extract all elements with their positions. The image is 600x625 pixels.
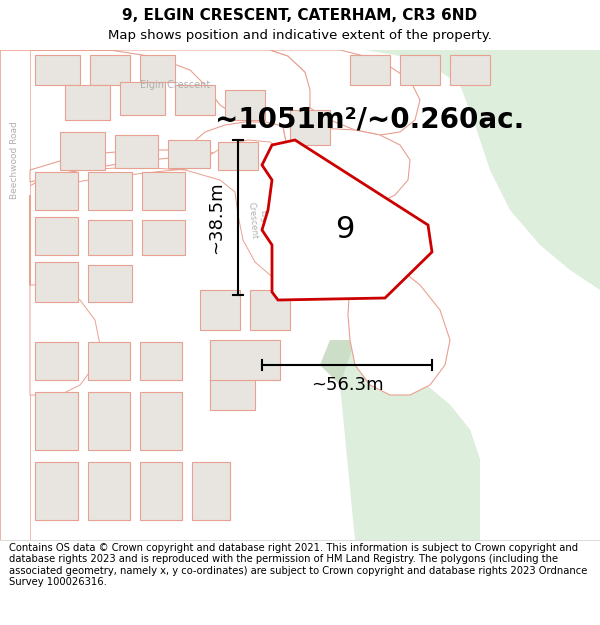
Polygon shape	[115, 135, 158, 168]
Polygon shape	[35, 217, 78, 255]
Text: Contains OS data © Crown copyright and database right 2021. This information is : Contains OS data © Crown copyright and d…	[9, 542, 587, 588]
Polygon shape	[35, 462, 78, 520]
Text: ~56.3m: ~56.3m	[311, 376, 383, 394]
Polygon shape	[35, 55, 80, 85]
Polygon shape	[30, 50, 312, 126]
Polygon shape	[35, 262, 78, 302]
Polygon shape	[400, 55, 440, 85]
Polygon shape	[65, 85, 110, 120]
Polygon shape	[218, 142, 258, 170]
Polygon shape	[142, 220, 185, 255]
Polygon shape	[210, 370, 255, 410]
Polygon shape	[340, 340, 480, 540]
Polygon shape	[60, 132, 105, 170]
Polygon shape	[35, 342, 78, 380]
Polygon shape	[30, 122, 355, 288]
Polygon shape	[142, 172, 185, 210]
Polygon shape	[225, 90, 265, 120]
Text: Elgin
Crescent: Elgin Crescent	[247, 201, 269, 239]
Polygon shape	[348, 245, 450, 395]
Polygon shape	[290, 110, 330, 145]
Polygon shape	[0, 50, 355, 540]
Polygon shape	[140, 392, 182, 450]
Polygon shape	[140, 55, 175, 82]
Polygon shape	[0, 50, 30, 540]
Polygon shape	[140, 342, 182, 380]
Text: Elgin Crescent: Elgin Crescent	[140, 80, 210, 90]
Polygon shape	[192, 462, 230, 520]
Text: 9, ELGIN CRESCENT, CATERHAM, CR3 6ND: 9, ELGIN CRESCENT, CATERHAM, CR3 6ND	[122, 8, 478, 22]
Polygon shape	[450, 55, 490, 85]
Text: ~1051m²/~0.260ac.: ~1051m²/~0.260ac.	[215, 106, 524, 134]
Text: Beechwood Road: Beechwood Road	[10, 121, 20, 199]
Polygon shape	[88, 220, 132, 255]
Polygon shape	[88, 342, 130, 380]
Polygon shape	[140, 462, 182, 520]
Polygon shape	[30, 195, 100, 395]
Polygon shape	[270, 50, 420, 135]
Polygon shape	[300, 195, 355, 235]
Polygon shape	[283, 126, 410, 222]
Polygon shape	[210, 340, 280, 380]
Polygon shape	[88, 462, 130, 520]
Polygon shape	[262, 140, 432, 300]
Polygon shape	[320, 340, 480, 540]
Polygon shape	[88, 392, 130, 450]
Polygon shape	[250, 290, 290, 330]
Polygon shape	[120, 82, 165, 115]
Polygon shape	[88, 265, 132, 302]
Text: Map shows position and indicative extent of the property.: Map shows position and indicative extent…	[108, 29, 492, 42]
Polygon shape	[175, 85, 215, 115]
Text: 9: 9	[335, 216, 355, 244]
Polygon shape	[200, 290, 240, 330]
Polygon shape	[45, 140, 335, 280]
Text: ~38.5m: ~38.5m	[207, 181, 225, 254]
Polygon shape	[350, 55, 390, 85]
Polygon shape	[88, 172, 132, 210]
Polygon shape	[168, 140, 210, 168]
Polygon shape	[35, 392, 78, 450]
Polygon shape	[90, 55, 130, 85]
Polygon shape	[365, 50, 600, 290]
Polygon shape	[35, 172, 78, 210]
